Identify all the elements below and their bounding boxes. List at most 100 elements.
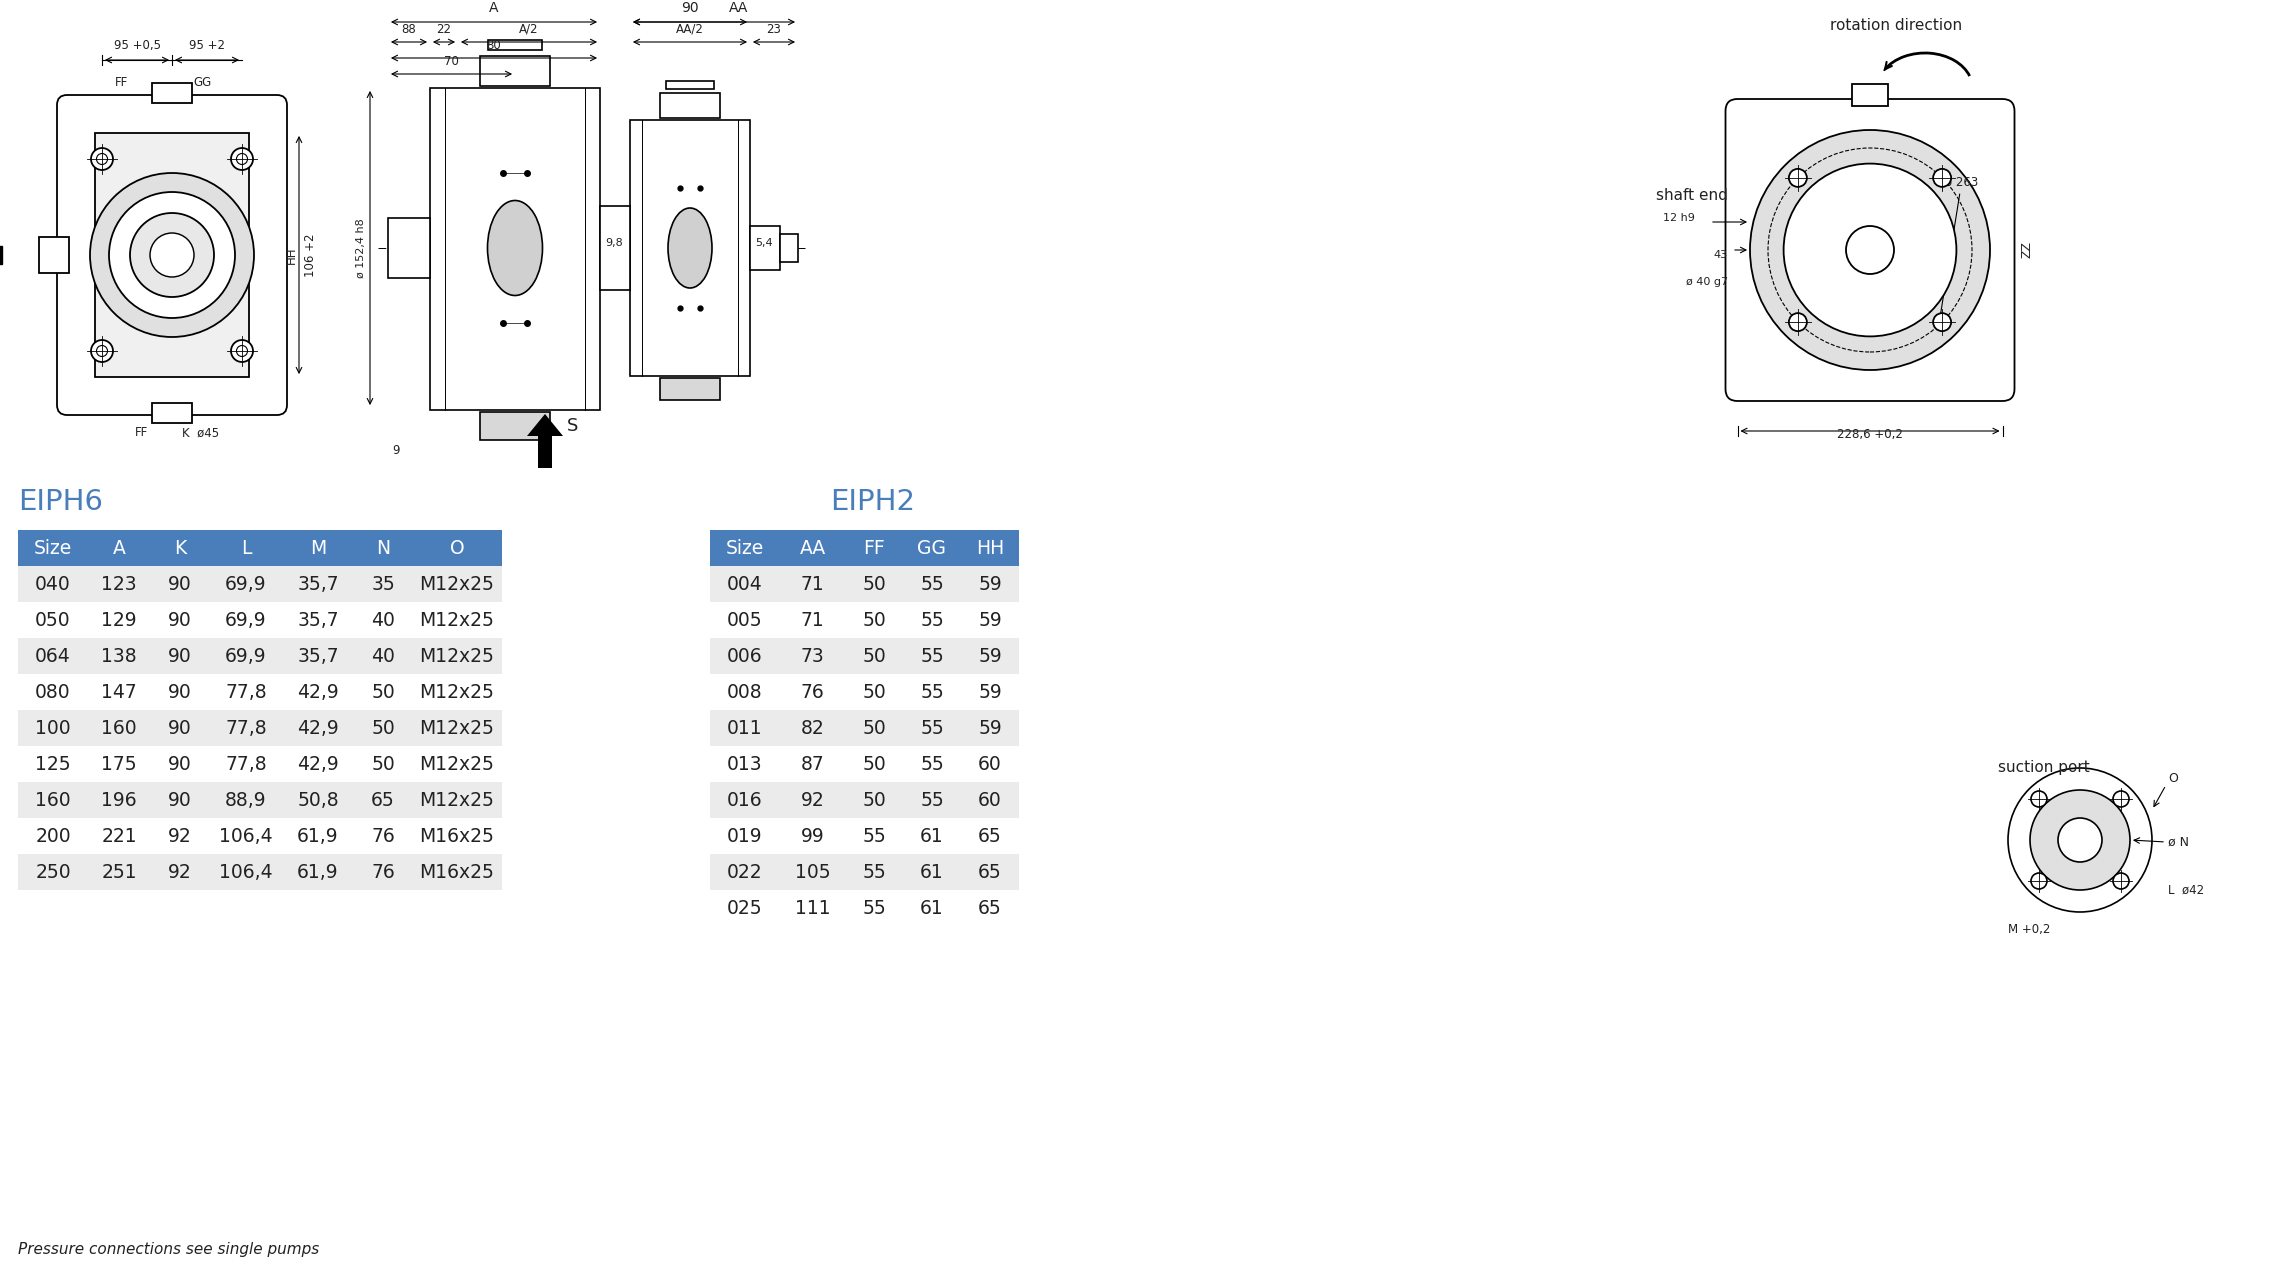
Text: 92: 92 xyxy=(800,790,825,809)
Bar xyxy=(411,566,502,602)
Text: M +0,2: M +0,2 xyxy=(2008,923,2049,937)
Bar xyxy=(18,746,89,782)
Bar xyxy=(411,638,502,675)
Text: 106,4: 106,4 xyxy=(218,827,273,846)
Bar xyxy=(354,638,411,675)
Text: 064: 064 xyxy=(34,647,70,666)
Circle shape xyxy=(2113,791,2129,806)
Text: 55: 55 xyxy=(920,790,943,809)
Text: suction port: suction port xyxy=(1997,760,2090,775)
Ellipse shape xyxy=(488,200,543,295)
Bar xyxy=(961,746,1020,782)
Text: 9,8: 9,8 xyxy=(604,238,623,249)
Text: 90: 90 xyxy=(168,790,191,809)
Bar xyxy=(961,782,1020,818)
Circle shape xyxy=(91,340,114,361)
Bar xyxy=(354,675,411,710)
Text: 69,9: 69,9 xyxy=(225,610,266,629)
Text: 90: 90 xyxy=(168,574,191,593)
Bar xyxy=(709,818,779,855)
Text: M12x25: M12x25 xyxy=(420,574,495,593)
Bar xyxy=(282,782,354,818)
Circle shape xyxy=(1788,169,1806,186)
Bar xyxy=(152,403,193,424)
Bar xyxy=(902,818,961,855)
Text: A: A xyxy=(114,539,125,558)
Bar xyxy=(845,602,902,638)
Text: 221: 221 xyxy=(102,827,136,846)
Text: 175: 175 xyxy=(102,754,136,773)
Circle shape xyxy=(232,148,252,170)
Circle shape xyxy=(109,191,234,318)
Circle shape xyxy=(1784,164,1956,336)
Text: 90: 90 xyxy=(168,682,191,701)
Text: 160: 160 xyxy=(34,790,70,809)
Text: AA: AA xyxy=(729,1,750,15)
Bar xyxy=(902,675,961,710)
Text: 013: 013 xyxy=(727,754,763,773)
Text: HH: HH xyxy=(977,539,1004,558)
Text: 76: 76 xyxy=(370,862,395,881)
Bar xyxy=(411,602,502,638)
Bar xyxy=(152,82,193,103)
Text: M16x25: M16x25 xyxy=(420,827,495,846)
Text: 50: 50 xyxy=(861,719,886,738)
Text: 251: 251 xyxy=(102,862,136,881)
Text: A: A xyxy=(488,1,500,15)
Text: 69,9: 69,9 xyxy=(225,574,266,593)
Bar xyxy=(354,710,411,746)
Text: 76: 76 xyxy=(370,827,395,846)
Bar xyxy=(750,226,779,270)
Bar xyxy=(961,675,1020,710)
Circle shape xyxy=(2031,872,2047,889)
Text: EIPH2: EIPH2 xyxy=(829,488,916,516)
Text: M16x25: M16x25 xyxy=(420,862,495,881)
Circle shape xyxy=(1788,313,1806,331)
Bar xyxy=(429,87,600,410)
Bar xyxy=(709,746,779,782)
Bar xyxy=(150,746,209,782)
Text: M12x25: M12x25 xyxy=(420,754,495,773)
Text: shaft end: shaft end xyxy=(1656,188,1727,203)
Text: 12 h9: 12 h9 xyxy=(1663,213,1695,223)
Circle shape xyxy=(95,345,107,356)
Text: 50: 50 xyxy=(370,682,395,701)
Bar xyxy=(354,566,411,602)
Bar xyxy=(845,890,902,926)
Bar xyxy=(845,638,902,675)
Bar xyxy=(354,818,411,855)
Text: 59: 59 xyxy=(979,574,1002,593)
Circle shape xyxy=(1933,169,1952,186)
Text: K  ø45: K ø45 xyxy=(182,426,218,440)
Text: 200: 200 xyxy=(34,827,70,846)
Bar xyxy=(659,378,720,399)
Text: 50: 50 xyxy=(861,682,886,701)
Text: O: O xyxy=(450,539,463,558)
Text: 65: 65 xyxy=(370,790,395,809)
Bar xyxy=(89,675,150,710)
Bar xyxy=(282,746,354,782)
Bar xyxy=(779,855,845,890)
Bar xyxy=(709,782,779,818)
Text: 50: 50 xyxy=(861,647,886,666)
Bar xyxy=(779,710,845,746)
Text: ø 152,4 h8: ø 152,4 h8 xyxy=(357,218,366,278)
Text: 60: 60 xyxy=(979,754,1002,773)
Text: 50: 50 xyxy=(861,610,886,629)
Bar xyxy=(659,93,720,118)
FancyBboxPatch shape xyxy=(57,95,286,415)
Circle shape xyxy=(1845,226,1895,274)
Bar xyxy=(479,56,550,86)
Circle shape xyxy=(150,233,193,276)
Bar xyxy=(150,530,209,566)
Bar xyxy=(709,710,779,746)
Bar xyxy=(845,710,902,746)
Bar xyxy=(779,675,845,710)
Bar xyxy=(629,120,750,377)
Bar xyxy=(18,530,89,566)
Bar xyxy=(779,782,845,818)
Bar xyxy=(961,890,1020,926)
Bar xyxy=(209,602,282,638)
Circle shape xyxy=(236,345,248,356)
Bar xyxy=(961,566,1020,602)
